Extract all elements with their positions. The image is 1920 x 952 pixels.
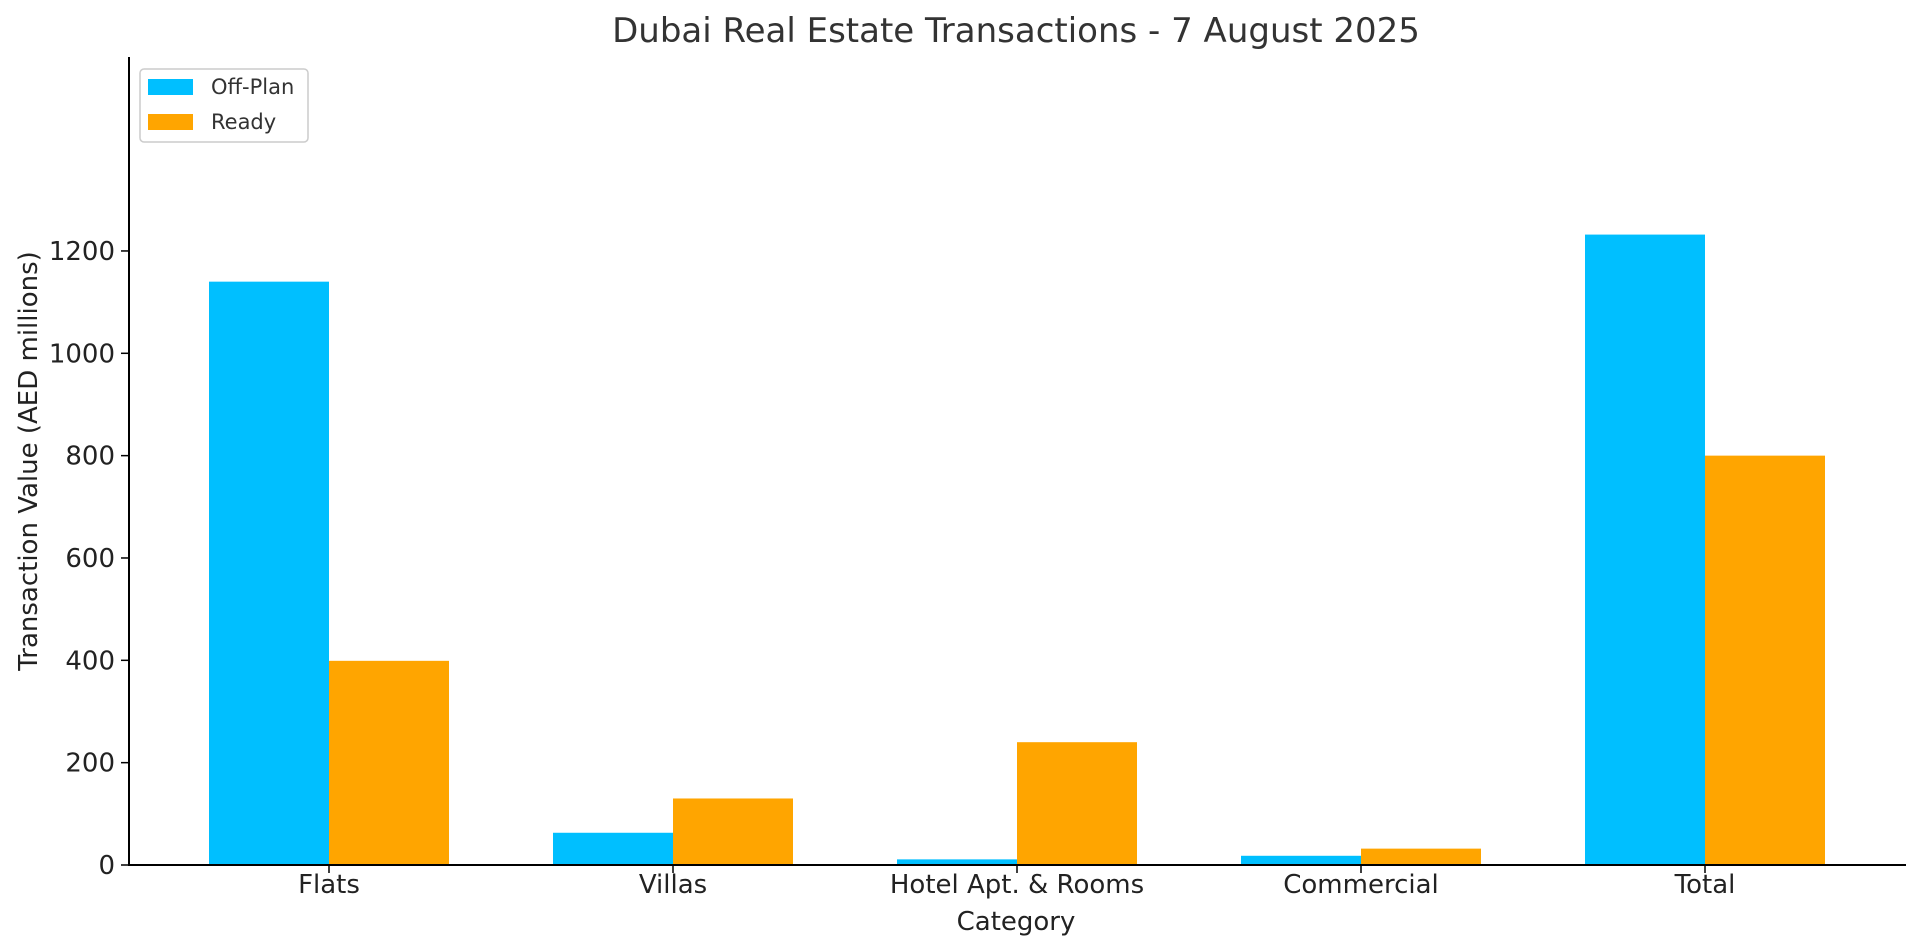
y-tick-label-1200: 1200 xyxy=(49,237,115,267)
chart-title: Dubai Real Estate Transactions - 7 Augus… xyxy=(612,11,1420,51)
bars-layer xyxy=(209,234,1825,866)
legend-label-ready: Ready xyxy=(211,110,276,134)
bar-off-plan-total xyxy=(1585,234,1705,866)
y-tick-label-800: 800 xyxy=(65,442,115,472)
x-tick-label-commercial: Commercial xyxy=(1283,870,1439,900)
bar-ready-commercial xyxy=(1361,848,1481,865)
x-tick-label-villas: Villas xyxy=(639,870,707,900)
legend-swatch-off-plan xyxy=(148,79,193,95)
legend: Off-Plan Ready xyxy=(139,68,309,143)
y-tick-label-0: 0 xyxy=(98,851,115,881)
y-ticks-layer: 0 200 400 600 800 1000 1200 xyxy=(49,237,129,881)
bar-off-plan-commercial xyxy=(1241,855,1361,865)
y-tick-label-400: 400 xyxy=(65,646,115,676)
y-tick-label-600: 600 xyxy=(65,544,115,574)
bar-ready-flats xyxy=(329,660,449,865)
bar-off-plan-villas xyxy=(553,832,673,865)
bar-off-plan-flats xyxy=(209,281,329,865)
bar-ready-total xyxy=(1705,455,1825,865)
x-tick-label-flats: Flats xyxy=(298,870,360,900)
bar-ready-hotel-apt-rooms xyxy=(1017,742,1137,865)
y-tick-label-1000: 1000 xyxy=(49,339,115,369)
legend-swatch-ready xyxy=(148,114,193,130)
x-tick-label-hotel-apt-rooms: Hotel Apt. & Rooms xyxy=(890,870,1144,900)
legend-items: Off-Plan Ready xyxy=(148,75,294,134)
y-tick-label-200: 200 xyxy=(65,749,115,779)
x-axis-label: Category xyxy=(957,907,1076,937)
bar-ready-villas xyxy=(673,798,793,865)
x-ticks-layer: Flats Villas Hotel Apt. & Rooms Commercial T… xyxy=(298,865,1735,900)
legend-label-off-plan: Off-Plan xyxy=(211,75,294,99)
x-tick-label-total: Total xyxy=(1674,870,1736,900)
y-axis-label: Transaction Value (AED millions) xyxy=(14,251,44,672)
bar-off-plan-hotel-apt-rooms xyxy=(897,859,1017,865)
